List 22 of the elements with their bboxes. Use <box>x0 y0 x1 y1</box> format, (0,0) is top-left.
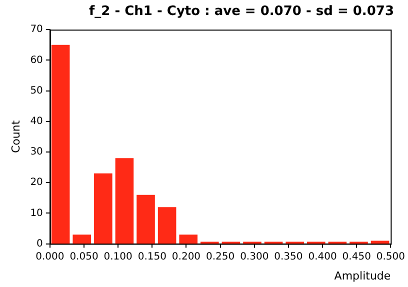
y-tick-label: 20 <box>30 177 43 188</box>
x-tick-label: 0.050 <box>70 251 98 262</box>
x-tick-label: 0.100 <box>104 251 132 262</box>
x-tick-label: 0.400 <box>308 251 337 262</box>
y-tick-label: 30 <box>30 146 43 158</box>
y-tick-label: 50 <box>30 85 43 96</box>
y-tick-label: 0 <box>36 238 43 250</box>
x-tick-label: 0.150 <box>138 251 166 262</box>
y-tick-label: 60 <box>30 54 43 66</box>
y-tick-label: 70 <box>30 24 43 36</box>
x-tick-label: 0.450 <box>342 251 371 262</box>
x-tick-label: 0.300 <box>240 251 269 262</box>
y-tick-label: 10 <box>30 208 43 219</box>
y-axis-title: Count <box>9 120 22 154</box>
y-tick-label: 40 <box>30 116 43 127</box>
x-axis-title: Amplitude <box>334 269 391 282</box>
x-tick-label: 0.200 <box>172 251 201 262</box>
x-tick-label: 0.500 <box>376 251 406 262</box>
chart-title: f_2 - Ch1 - Cyto : ave = 0.070 - sd = 0.073 <box>88 4 394 20</box>
x-tick-label: 0.000 <box>36 251 64 262</box>
x-tick-label: 0.250 <box>206 251 235 262</box>
x-tick-label: 0.350 <box>274 251 303 262</box>
